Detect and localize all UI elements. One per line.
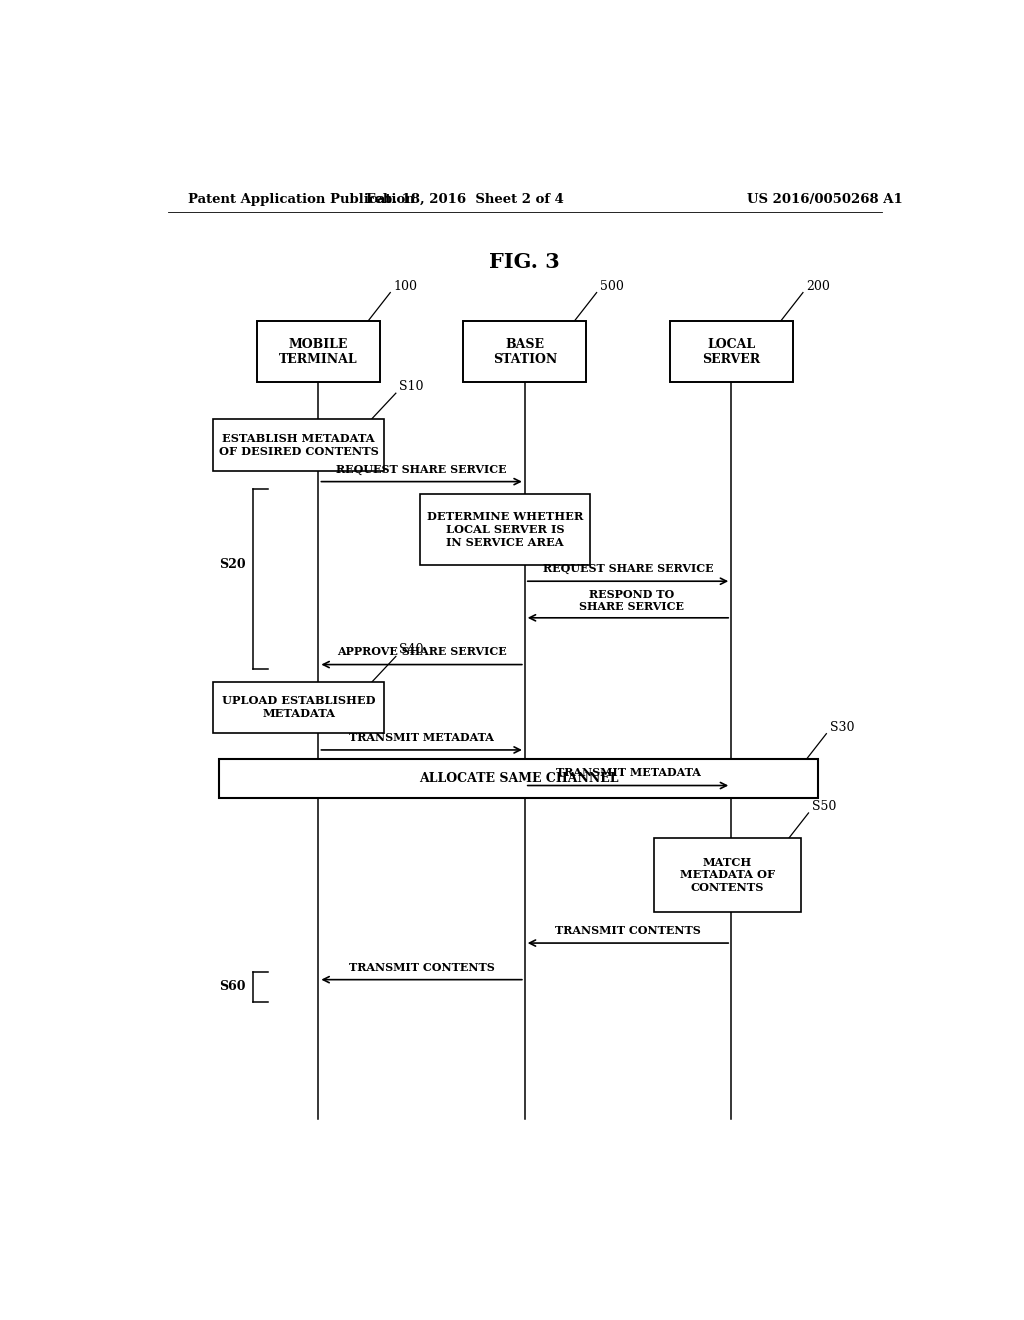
Text: UPLOAD ESTABLISHED
METADATA: UPLOAD ESTABLISHED METADATA [222, 696, 376, 719]
Text: S60: S60 [219, 981, 246, 993]
Text: DETERMINE WHETHER
LOCAL SERVER IS
IN SERVICE AREA: DETERMINE WHETHER LOCAL SERVER IS IN SER… [427, 511, 583, 548]
Text: MATCH
METADATA OF
CONTENTS: MATCH METADATA OF CONTENTS [680, 857, 775, 894]
Text: 500: 500 [600, 280, 624, 293]
Text: FIG. 3: FIG. 3 [489, 252, 560, 272]
Text: Feb. 18, 2016  Sheet 2 of 4: Feb. 18, 2016 Sheet 2 of 4 [367, 193, 564, 206]
Text: TRANSMIT METADATA: TRANSMIT METADATA [349, 731, 494, 743]
Text: REQUEST SHARE SERVICE: REQUEST SHARE SERVICE [543, 564, 714, 574]
Bar [213, 682, 384, 733]
Text: S10: S10 [399, 380, 424, 393]
Bar [670, 321, 793, 381]
Text: TRANSMIT CONTENTS: TRANSMIT CONTENTS [349, 961, 495, 973]
Text: S40: S40 [399, 643, 424, 656]
Text: BASE
STATION: BASE STATION [493, 338, 557, 366]
Text: S20: S20 [219, 558, 246, 572]
Text: MOBILE
TERMINAL: MOBILE TERMINAL [280, 338, 357, 366]
Text: S30: S30 [829, 721, 854, 734]
Text: ESTABLISH METADATA
OF DESIRED CONTENTS: ESTABLISH METADATA OF DESIRED CONTENTS [219, 433, 379, 457]
Text: 100: 100 [393, 280, 418, 293]
Text: 200: 200 [806, 280, 830, 293]
Bar [219, 759, 818, 797]
Text: US 2016/0050268 A1: US 2016/0050268 A1 [748, 193, 903, 206]
Text: RESPOND TO
SHARE SERVICE: RESPOND TO SHARE SERVICE [580, 589, 684, 612]
Bar [420, 494, 590, 565]
Text: LOCAL
SERVER: LOCAL SERVER [702, 338, 760, 366]
Bar [653, 838, 801, 912]
Bar [257, 321, 380, 381]
Text: TRANSMIT CONTENTS: TRANSMIT CONTENTS [555, 925, 700, 936]
Text: S50: S50 [812, 800, 836, 813]
Text: TRANSMIT METADATA: TRANSMIT METADATA [556, 767, 700, 779]
Text: ALLOCATE SAME CHANNEL: ALLOCATE SAME CHANNEL [419, 772, 618, 785]
Bar [463, 321, 587, 381]
Text: REQUEST SHARE SERVICE: REQUEST SHARE SERVICE [336, 463, 507, 474]
Text: APPROVE SHARE SERVICE: APPROVE SHARE SERVICE [337, 647, 507, 657]
Text: Patent Application Publication: Patent Application Publication [187, 193, 415, 206]
Bar [213, 418, 384, 471]
